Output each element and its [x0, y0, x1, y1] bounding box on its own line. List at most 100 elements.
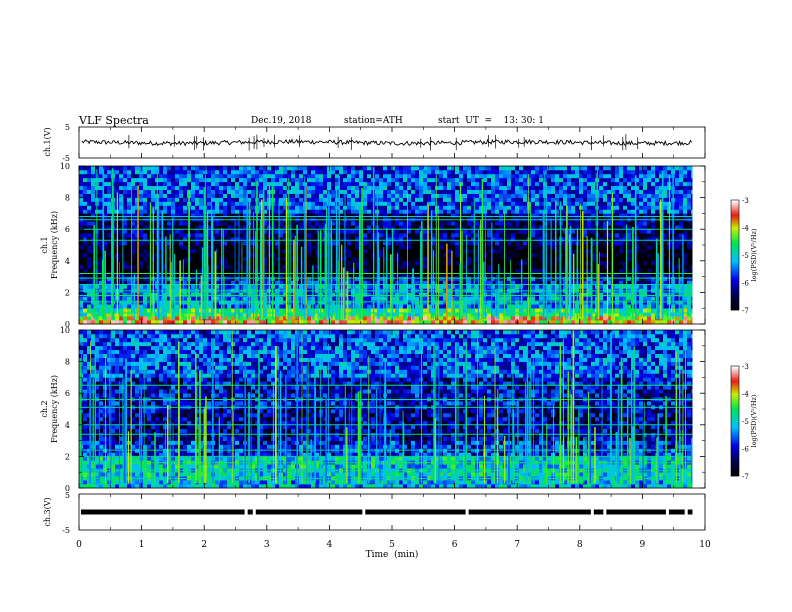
- spectrogram-cell: [383, 300, 388, 305]
- spectrogram-cell: [527, 221, 532, 226]
- spectrogram-cell: [567, 229, 572, 234]
- spectrogram-cell: [119, 209, 124, 214]
- spectrogram-cell: [631, 205, 636, 210]
- spectrogram-cell: [683, 300, 688, 305]
- spectrogram-cell: [455, 248, 460, 254]
- spectrogram-cell: [335, 229, 340, 234]
- spectrogram-cell: [651, 209, 656, 214]
- spectrogram-cell: [547, 260, 552, 266]
- spectrogram-cell: [403, 320, 408, 325]
- spectrogram-cell: [627, 241, 632, 246]
- spectrogram-cell: [599, 225, 604, 230]
- spectrogram-cell: [527, 284, 532, 289]
- spectrogram-cell: [523, 264, 528, 269]
- spectrogram-cell: [131, 260, 136, 266]
- spectrogram-cell: [579, 248, 584, 254]
- spectrogram-cell: [363, 205, 368, 210]
- spectrogram-cell: [275, 252, 280, 258]
- spectrogram-cell: [687, 316, 692, 321]
- spectrogram-cell: [139, 241, 144, 246]
- spectrogram-cell: [263, 245, 268, 250]
- spectrogram-cell: [623, 292, 628, 297]
- spectrogram-cell: [487, 272, 492, 277]
- spectrogram-cell: [523, 280, 528, 285]
- spectrogram-cell: [487, 264, 492, 269]
- spectrogram-cell: [135, 205, 140, 210]
- spectrogram-cell: [643, 221, 648, 226]
- spectrogram-cell: [455, 300, 460, 305]
- spectrogram-cell: [555, 241, 560, 246]
- spectrogram-cell: [235, 252, 240, 258]
- spectrogram-cell: [611, 209, 616, 214]
- spectrogram-cell: [499, 225, 504, 230]
- spectrogram-cell: [119, 292, 124, 297]
- spectrogram-cell: [291, 205, 296, 210]
- spectrogram-cell: [107, 197, 112, 202]
- spectrogram-cell: [447, 233, 452, 238]
- spectrogram-cell: [507, 229, 512, 234]
- spectrogram-cell: [231, 292, 236, 297]
- spectrogram-cell: [79, 241, 84, 246]
- spectrogram-cell: [403, 256, 408, 262]
- spectrogram-cell: [555, 312, 560, 317]
- spectrogram-cell: [283, 300, 288, 305]
- spectrogram-cell: [643, 308, 648, 313]
- spectrogram-cell: [355, 205, 360, 210]
- spectrogram-cell: [555, 233, 560, 238]
- spectrogram-cell: [615, 312, 620, 317]
- spectrogram-cell: [675, 260, 680, 266]
- spectrogram-cell: [679, 268, 684, 273]
- spectrogram-cell: [579, 201, 584, 206]
- spectrogram-cell: [143, 245, 148, 250]
- spectrogram-cell: [407, 201, 412, 206]
- spectrogram-cell: [195, 245, 200, 250]
- spectrogram-cell: [447, 225, 452, 230]
- spectrogram-cell: [683, 197, 688, 202]
- spectrogram-cell: [451, 304, 456, 309]
- spectrogram-cell: [627, 312, 632, 317]
- spectrogram-cell: [235, 300, 240, 305]
- spectrogram-cell: [135, 308, 140, 313]
- spectrogram-cell: [199, 268, 204, 273]
- spectrogram-cell: [87, 221, 92, 226]
- spectrogram-cell: [107, 312, 112, 317]
- spectrogram-cell: [179, 320, 184, 325]
- spectrogram-cell: [279, 280, 284, 285]
- spectrogram-cell: [143, 233, 148, 238]
- spectrogram-cell: [415, 221, 420, 226]
- spectrogram-cell: [83, 276, 88, 281]
- spectrogram-cell: [599, 201, 604, 206]
- spectrogram-cell: [639, 308, 644, 313]
- spectrogram-cell: [163, 197, 168, 202]
- spectrogram-cell: [427, 241, 432, 246]
- spectrogram-cell: [467, 221, 472, 226]
- spectrogram-cell: [179, 213, 184, 218]
- spectrogram-cell: [555, 213, 560, 218]
- spectrogram-cell: [439, 280, 444, 285]
- spectrogram-cell: [651, 320, 656, 325]
- spectrogram-cell: [535, 248, 540, 254]
- spectrogram-cell: [299, 201, 304, 206]
- spectrogram-cell: [399, 197, 404, 202]
- spectrogram-cell: [667, 320, 672, 325]
- spectrogram-cell: [467, 320, 472, 325]
- spectrogram-cell: [223, 221, 228, 226]
- spectrogram-cell: [507, 320, 512, 325]
- spectrogram-cell: [463, 260, 468, 266]
- spectrogram-cell: [263, 248, 268, 254]
- spectrogram-cell: [627, 316, 632, 321]
- spectrogram-cell: [143, 304, 148, 309]
- spectrogram-cell: [191, 213, 196, 218]
- spectrogram-cell: [623, 248, 628, 254]
- spectrogram-cell: [539, 197, 544, 202]
- spectrogram-cell: [315, 256, 320, 262]
- spectrogram-cell: [531, 312, 536, 317]
- spectrogram-cell: [383, 205, 388, 210]
- spectrogram-cell: [639, 205, 644, 210]
- spectrogram-cell: [431, 320, 436, 325]
- spectrogram-cell: [363, 300, 368, 305]
- spectrogram-cell: [131, 284, 136, 289]
- spectrogram-cell: [599, 197, 604, 202]
- spectrogram-cell: [379, 229, 384, 234]
- spectrogram-cell: [331, 209, 336, 214]
